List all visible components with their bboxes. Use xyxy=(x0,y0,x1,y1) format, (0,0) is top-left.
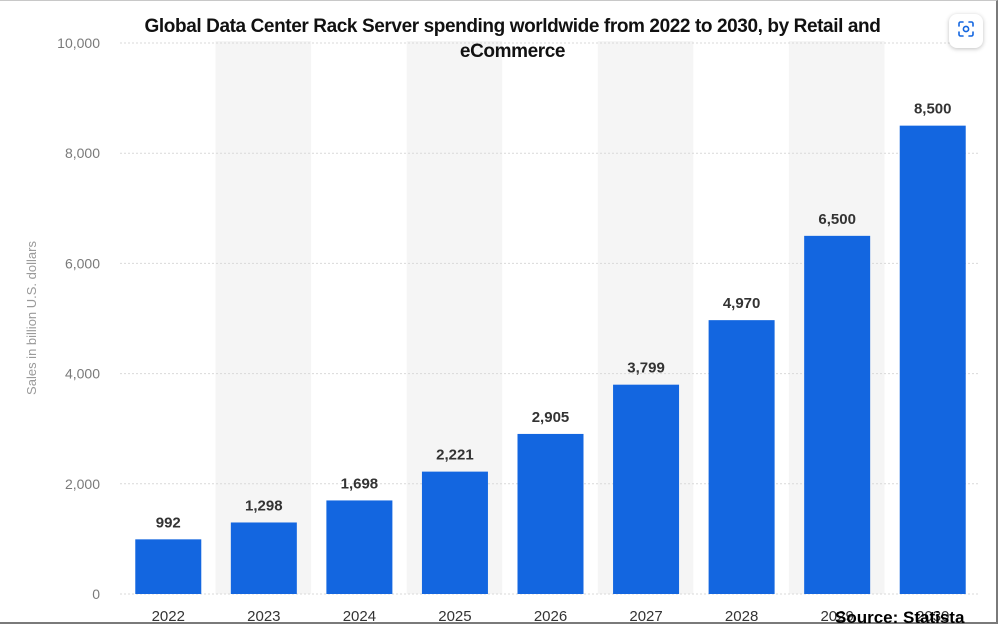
bar-value-label: 3,799 xyxy=(627,360,665,377)
bar-value-label: 2,221 xyxy=(436,447,474,464)
bars xyxy=(135,125,966,595)
scan-button[interactable] xyxy=(949,14,983,48)
bar-value-label: 1,298 xyxy=(245,497,283,514)
bar-value-labels: 992 1,298 1,698 2,221 2,905 3,799 4,970 6,500 8,… xyxy=(156,101,952,532)
bar-2028 xyxy=(708,320,775,594)
bar-2030 xyxy=(899,125,966,595)
bar-2023 xyxy=(230,522,297,594)
source-label: Source: Statista xyxy=(835,608,965,627)
bar-value-label: 6,500 xyxy=(818,211,856,228)
x-axis-ticks: 2022 2023 2024 2025 2026 2027 2028 2029 2030 xyxy=(152,608,950,623)
x-tick-label: 2029 xyxy=(820,608,853,623)
scan-icon xyxy=(957,20,975,43)
y-axis-ticks: 0 2,000 4,000 6,000 8,000 10,000 xyxy=(57,35,100,602)
y-tick-label: 10,000 xyxy=(57,35,100,51)
bar-2026 xyxy=(517,433,584,594)
column-band xyxy=(215,41,312,594)
bar-2027 xyxy=(613,384,680,594)
y-tick-label: 8,000 xyxy=(65,145,100,161)
bar-2022 xyxy=(135,539,202,594)
y-tick-label: 6,000 xyxy=(65,255,100,271)
x-tick-label: 2027 xyxy=(629,608,662,623)
x-tick-label: 2022 xyxy=(152,608,185,623)
y-tick-label: 0 xyxy=(92,586,100,602)
x-tick-label: 2024 xyxy=(343,608,376,623)
bar-value-label: 4,970 xyxy=(723,295,761,312)
bar-value-label: 2,905 xyxy=(532,409,570,426)
x-tick-label: 2028 xyxy=(725,608,758,623)
x-tick-label: 2030 xyxy=(916,608,949,623)
y-axis-label: Sales in billion U.S. dollars xyxy=(24,241,39,395)
bar-2029 xyxy=(804,235,871,594)
x-tick-label: 2025 xyxy=(438,608,471,623)
bar-value-label: 1,698 xyxy=(341,475,379,492)
bar-2025 xyxy=(421,471,488,594)
x-tick-label: 2023 xyxy=(247,608,280,623)
y-tick-label: 4,000 xyxy=(65,366,100,382)
bar-value-label: 992 xyxy=(156,514,181,531)
bar-value-label: 8,500 xyxy=(914,101,952,118)
x-tick-label: 2026 xyxy=(534,608,567,623)
chart-title: Global Data Center Rack Server spending … xyxy=(144,16,881,62)
y-tick-label: 2,000 xyxy=(65,476,100,492)
bar-2024 xyxy=(326,500,393,594)
